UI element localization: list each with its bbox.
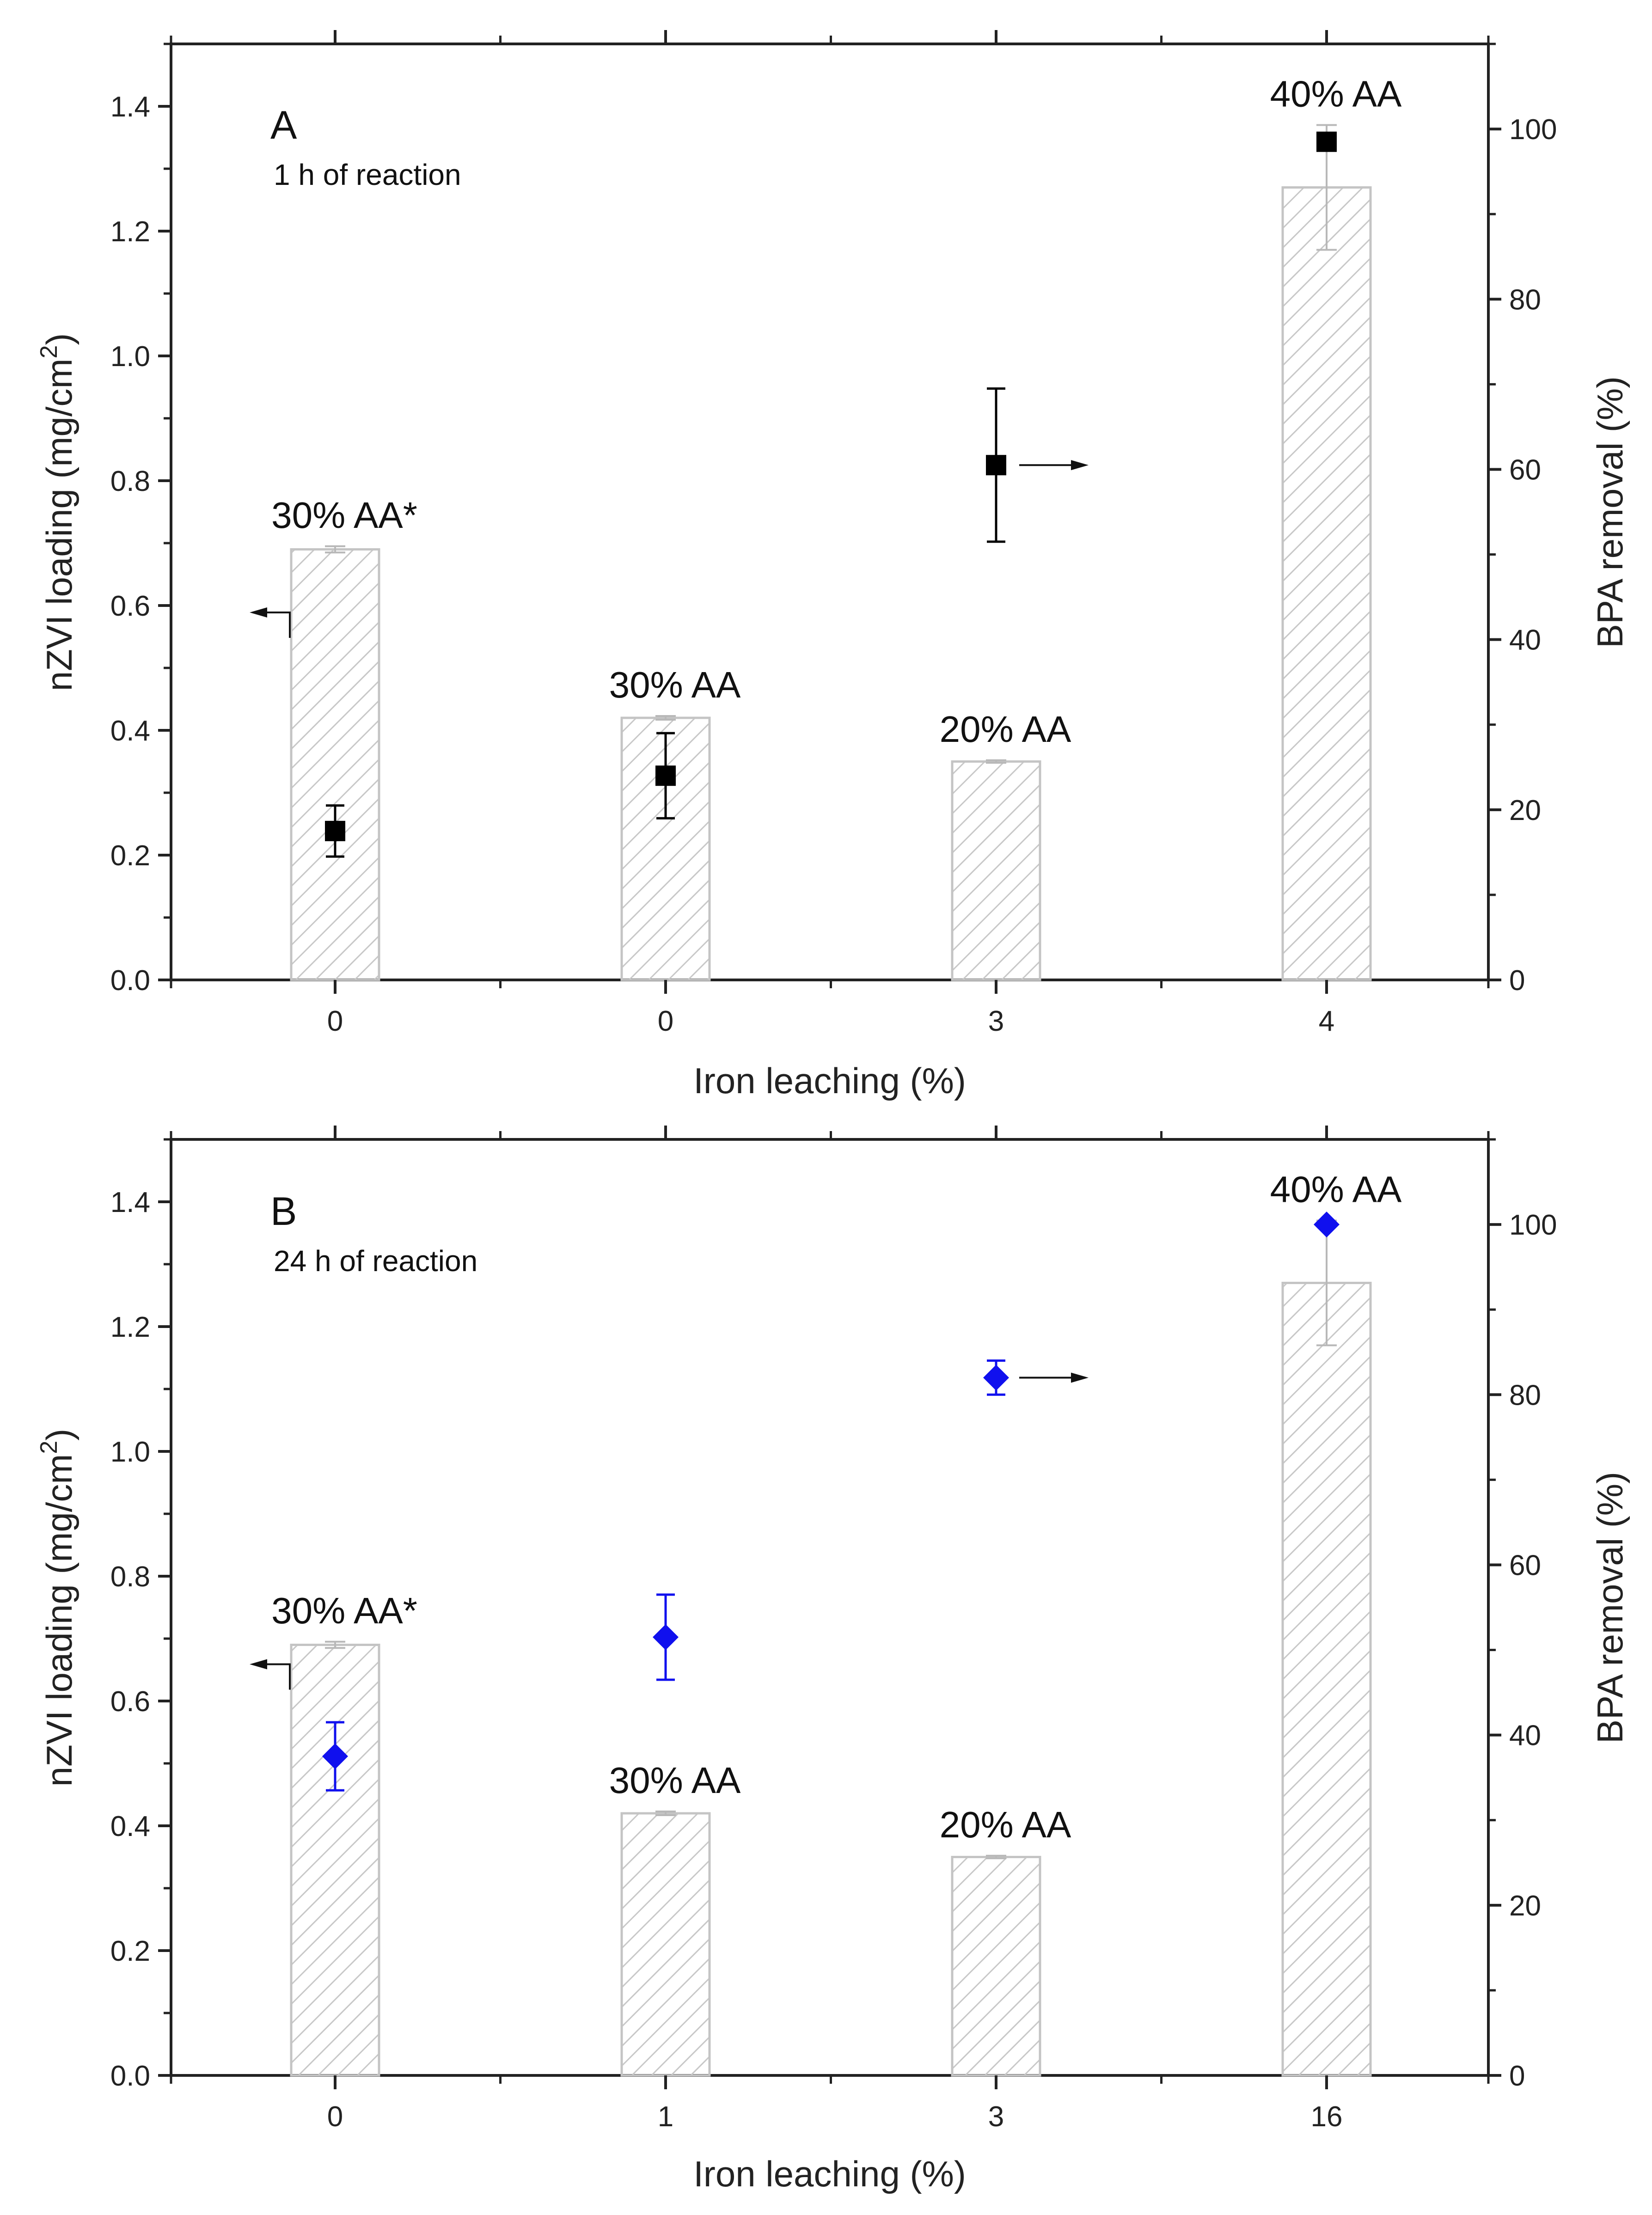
left-tick-label: 0.2 [110,840,150,872]
left-axis-arrowhead [250,1659,267,1670]
bar-label: 30% AA [609,664,741,705]
left-tick-label: 0.0 [110,2060,150,2092]
panel-b-points [322,1212,1340,1792]
panel-b-ticks [158,1126,1501,2089]
x-tick-label: 0 [327,1005,343,1037]
data-point-square [325,820,345,841]
left-axis-arrow-line [263,612,291,638]
panel-a-left-axis-title-end: ) [39,333,80,345]
right-tick-label: 80 [1509,1379,1541,1411]
bar-label: 20% AA [940,1804,1071,1845]
panel-b-bar-labels: 30% AA* 30% AA 20% AA 40% AA [271,1169,1402,1845]
bar-label: 20% AA [940,709,1071,750]
bar [620,1812,711,2077]
panel-a-ticks [158,30,1501,994]
data-point-diamond [653,1624,679,1650]
panel-a-tick-labels: 0.0 0.2 0.4 0.6 0.8 1.0 1.2 1.4 0 20 40 60 80 100 0 0 3 4 [110,91,1557,1037]
panel-a-right-axis-title: BPA removal (%) [1590,376,1630,648]
bar-label: 40% AA [1270,1169,1402,1210]
x-tick-label: 3 [988,1005,1004,1037]
panel-b-letter: B [270,1189,297,1234]
bar-label: 40% AA [1270,73,1402,115]
data-point-diamond [1314,1212,1340,1238]
panel-b-right-axis-title: BPA removal (%) [1590,1472,1630,1744]
panel-b-left-axis-title-end: ) [39,1429,80,1441]
bar-label: 30% AA* [271,1590,417,1631]
data-point-diamond [322,1743,348,1769]
data-point-square [655,765,676,786]
left-tick-label: 0.8 [110,1561,150,1593]
left-tick-label: 1.2 [110,216,150,248]
data-point-square [986,455,1006,476]
panel-b-bars [290,1219,1372,2077]
right-tick-label: 80 [1509,284,1541,316]
panel-b: 0.0 0.2 0.4 0.6 0.8 1.0 1.2 1.4 0 20 40 60 80 100 0 1 3 1… [36,1126,1630,2194]
panel-a-points [325,131,1337,858]
bar [951,760,1041,981]
right-tick-label: 60 [1509,454,1541,486]
left-tick-label: 0.8 [110,465,150,497]
x-tick-label: 4 [1319,1005,1334,1037]
left-tick-label: 0.4 [110,715,150,747]
panel-a-subtitle: 1 h of reaction [274,158,461,191]
left-tick-label: 1.0 [110,1436,150,1468]
right-tick-label: 0 [1509,2060,1525,2092]
right-tick-label: 100 [1509,114,1557,146]
panel-a-arrows [250,460,1089,638]
left-axis-arrow-line [263,1663,291,1690]
panel-a-left-axis-title-sup: 2 [36,345,62,359]
panel-a-bars [290,124,1372,981]
right-tick-label: 100 [1509,1209,1557,1241]
left-tick-label: 0.4 [110,1811,150,1842]
bar [1281,186,1372,981]
panel-a-left-axis-title: nZVI loading (mg/cm2) [36,333,80,691]
left-tick-label: 1.4 [110,1187,150,1218]
bar [951,1856,1041,2077]
left-tick-label: 1.2 [110,1311,150,1343]
bar [1281,1282,1372,2077]
left-tick-label: 0.6 [110,590,150,622]
left-tick-label: 1.0 [110,341,150,373]
x-tick-label: 0 [658,1005,673,1037]
panel-b-left-axis-title: nZVI loading (mg/cm2) [36,1429,80,1787]
data-point-square [1316,131,1337,152]
panel-a-x-axis-title: Iron leaching (%) [693,1060,966,1101]
panel-a-bar-labels: 30% AA* 30% AA 20% AA 40% AA [271,73,1402,750]
bar [290,1644,380,2077]
panel-b-left-axis-title-main: nZVI loading (mg/cm [39,1454,80,1787]
left-tick-label: 0.2 [110,1935,150,1967]
panel-b-subtitle: 24 h of reaction [274,1244,477,1278]
right-tick-label: 20 [1509,1890,1541,1922]
panel-b-left-axis-title-sup: 2 [36,1441,62,1454]
data-point-diamond [983,1364,1009,1391]
panel-a-letter: A [270,103,297,147]
left-tick-label: 0.0 [110,965,150,997]
bar [290,548,380,981]
left-tick-label: 0.6 [110,1686,150,1718]
panel-b-x-axis-title: Iron leaching (%) [693,2154,966,2194]
panel-b-tick-labels: 0.0 0.2 0.4 0.6 0.8 1.0 1.2 1.4 0 20 40 60 80 100 0 1 3 1… [110,1187,1557,2133]
left-tick-label: 1.4 [110,91,150,123]
right-tick-label: 60 [1509,1549,1541,1581]
right-axis-arrowhead [1071,1372,1089,1383]
panel-a-left-axis-title-main: nZVI loading (mg/cm [39,359,80,691]
x-tick-label: 1 [658,2101,673,2133]
right-tick-label: 40 [1509,624,1541,656]
right-tick-label: 20 [1509,795,1541,826]
bar-label: 30% AA [609,1760,741,1801]
x-tick-label: 0 [327,2101,343,2133]
right-axis-arrowhead [1071,460,1089,471]
x-tick-label: 16 [1311,2101,1343,2133]
bar-label: 30% AA* [271,495,417,536]
panel-a: 0.0 0.2 0.4 0.6 0.8 1.0 1.2 1.4 0 20 40 60 80 100 0 0 3 4… [36,30,1630,1101]
x-tick-label: 3 [988,2101,1004,2133]
right-tick-label: 40 [1509,1720,1541,1752]
panel-b-arrows [250,1372,1089,1690]
right-tick-label: 0 [1509,965,1525,997]
left-axis-arrowhead [250,607,267,618]
